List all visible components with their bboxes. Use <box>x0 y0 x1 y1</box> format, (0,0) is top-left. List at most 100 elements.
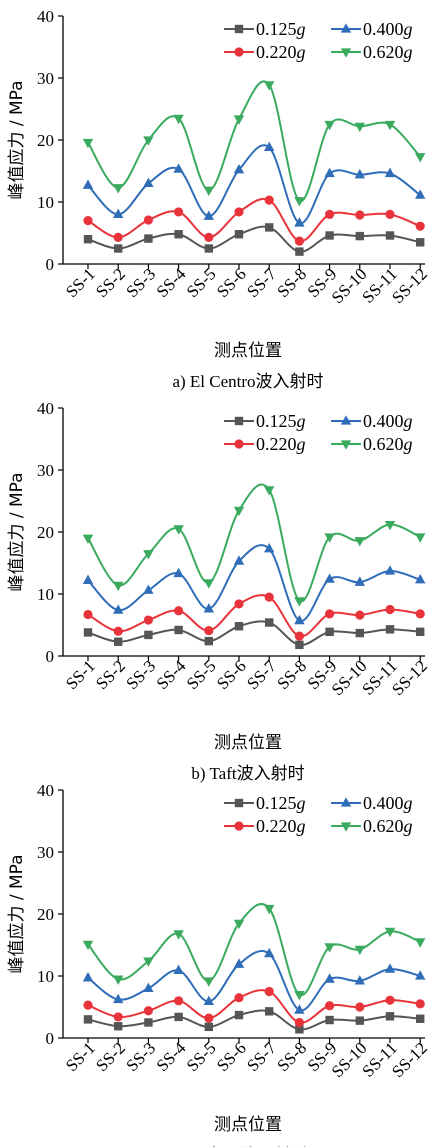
data-point-0.620g-SS-8 <box>294 597 305 607</box>
x-tick-label: SS-2 <box>92 1038 129 1075</box>
data-point-0.400g-SS-7 <box>264 141 275 152</box>
x-tick-label: SS-2 <box>92 264 129 301</box>
y-tick-label: 0 <box>46 1029 55 1048</box>
data-point-0.220g-SS-2 <box>113 232 123 242</box>
data-point-0.220g-SS-12 <box>415 999 425 1009</box>
data-point-0.125g-SS-5 <box>204 636 213 646</box>
data-point-0.400g-SS-8 <box>294 1004 305 1014</box>
x-tick-label: SS-10 <box>328 264 371 307</box>
x-axis-label: 测点位置 <box>214 733 282 753</box>
data-point-0.400g-SS-10 <box>354 576 365 586</box>
data-point-0.400g-SS-3 <box>143 982 154 992</box>
x-tick-label: SS-12 <box>388 656 431 699</box>
data-point-0.220g-SS-6 <box>234 207 244 217</box>
legend-marker <box>234 47 244 57</box>
y-tick-label: 10 <box>37 585 54 604</box>
data-point-0.125g-SS-9 <box>325 231 334 240</box>
legend-item-0.125g: 0.125g <box>224 411 306 431</box>
legend-marker <box>234 821 244 831</box>
data-point-0.220g-SS-8 <box>294 631 304 641</box>
data-point-0.620g-SS-2 <box>113 184 124 194</box>
data-point-0.125g-SS-3 <box>144 630 153 640</box>
data-point-0.220g-SS-3 <box>143 615 153 625</box>
data-point-0.400g-SS-5 <box>203 210 214 220</box>
data-point-0.620g-SS-11 <box>384 520 396 531</box>
data-point-0.620g-SS-1 <box>82 138 94 149</box>
x-tick-label: SS-5 <box>183 264 220 301</box>
legend-marker <box>340 48 352 58</box>
data-point-0.620g-SS-3 <box>143 136 154 146</box>
series-line-0.220g <box>87 594 421 638</box>
x-tick-label: SS-4 <box>153 656 190 693</box>
data-point-0.125g-SS-6 <box>234 622 244 631</box>
x-tick-label: SS-8 <box>273 656 310 693</box>
data-point-0.400g-SS-9 <box>324 167 335 178</box>
data-point-0.400g-SS-10 <box>354 168 365 179</box>
legend-marker <box>340 23 352 33</box>
data-point-0.125g-SS-10 <box>355 628 364 638</box>
data-point-0.125g-SS-3 <box>144 234 153 243</box>
data-point-0.620g-SS-10 <box>354 122 365 133</box>
x-tick-label: SS-12 <box>388 264 431 307</box>
data-point-0.620g-SS-2 <box>113 581 124 592</box>
data-point-0.125g-SS-2 <box>114 637 123 646</box>
data-point-0.400g-SS-4 <box>173 964 184 975</box>
data-point-0.220g-SS-5 <box>204 232 214 242</box>
data-point-0.620g-SS-9 <box>324 120 335 131</box>
data-point-0.220g-SS-9 <box>325 609 335 619</box>
data-point-0.220g-SS-1 <box>83 216 93 226</box>
legend-label: 0.400g <box>363 411 413 431</box>
data-point-0.400g-SS-9 <box>324 973 335 983</box>
data-point-0.400g-SS-3 <box>143 584 154 594</box>
data-point-0.620g-SS-5 <box>203 579 214 589</box>
data-point-0.220g-SS-2 <box>113 626 123 636</box>
data-point-0.220g-SS-7 <box>264 986 274 997</box>
data-point-0.125g-SS-12 <box>416 627 425 637</box>
data-point-0.220g-SS-7 <box>264 195 274 205</box>
data-point-0.125g-SS-3 <box>144 1018 153 1027</box>
data-point-0.125g-SS-1 <box>83 628 93 637</box>
data-point-0.125g-SS-1 <box>83 235 93 244</box>
data-point-0.620g-SS-11 <box>384 927 396 938</box>
legend-label: 0.125g <box>256 411 306 431</box>
data-point-0.620g-SS-10 <box>354 537 365 547</box>
data-point-0.400g-SS-9 <box>324 573 335 583</box>
data-point-0.125g-SS-8 <box>295 1025 304 1034</box>
data-point-0.620g-SS-9 <box>324 943 335 953</box>
x-tick-label: SS-4 <box>153 1038 190 1075</box>
data-point-0.400g-SS-1 <box>82 179 94 189</box>
data-point-0.400g-SS-1 <box>82 574 94 584</box>
x-axis-label: 测点位置 <box>214 341 282 361</box>
data-point-0.400g-SS-12 <box>415 573 426 584</box>
legend-item-0.125g: 0.125g <box>224 793 306 813</box>
data-point-0.400g-SS-11 <box>384 565 396 575</box>
legend-label: 0.220g <box>256 816 306 836</box>
x-tick-label: SS-6 <box>213 1038 250 1075</box>
x-tick-label: SS-8 <box>273 264 310 301</box>
data-point-0.220g-SS-11 <box>385 209 395 219</box>
series-line-0.620g <box>87 903 421 996</box>
data-point-0.220g-SS-3 <box>143 215 153 225</box>
data-point-0.400g-SS-2 <box>113 604 124 614</box>
data-point-0.125g-SS-5 <box>204 1022 213 1032</box>
data-point-0.220g-SS-8 <box>294 236 304 246</box>
data-point-0.220g-SS-5 <box>204 625 214 636</box>
data-point-0.620g-SS-1 <box>82 940 94 951</box>
y-tick-label: 40 <box>37 399 54 418</box>
data-point-0.400g-SS-12 <box>415 970 426 980</box>
legend-item-0.220g: 0.220g <box>224 816 306 836</box>
data-point-0.620g-SS-10 <box>354 945 365 956</box>
legend-marker <box>340 440 352 450</box>
data-point-0.125g-SS-10 <box>355 231 364 241</box>
data-point-0.125g-SS-4 <box>174 625 183 635</box>
data-point-0.620g-SS-7 <box>264 904 275 915</box>
data-point-0.125g-SS-11 <box>385 1012 395 1021</box>
legend-item-0.400g: 0.400g <box>331 19 413 39</box>
data-point-0.220g-SS-11 <box>385 604 395 615</box>
data-point-0.125g-SS-12 <box>416 1014 425 1023</box>
legend-label: 0.220g <box>256 42 306 62</box>
data-point-0.125g-SS-4 <box>174 230 183 239</box>
data-point-0.220g-SS-11 <box>385 995 395 1005</box>
data-point-0.125g-SS-12 <box>416 238 425 247</box>
data-point-0.620g-SS-7 <box>264 486 275 496</box>
